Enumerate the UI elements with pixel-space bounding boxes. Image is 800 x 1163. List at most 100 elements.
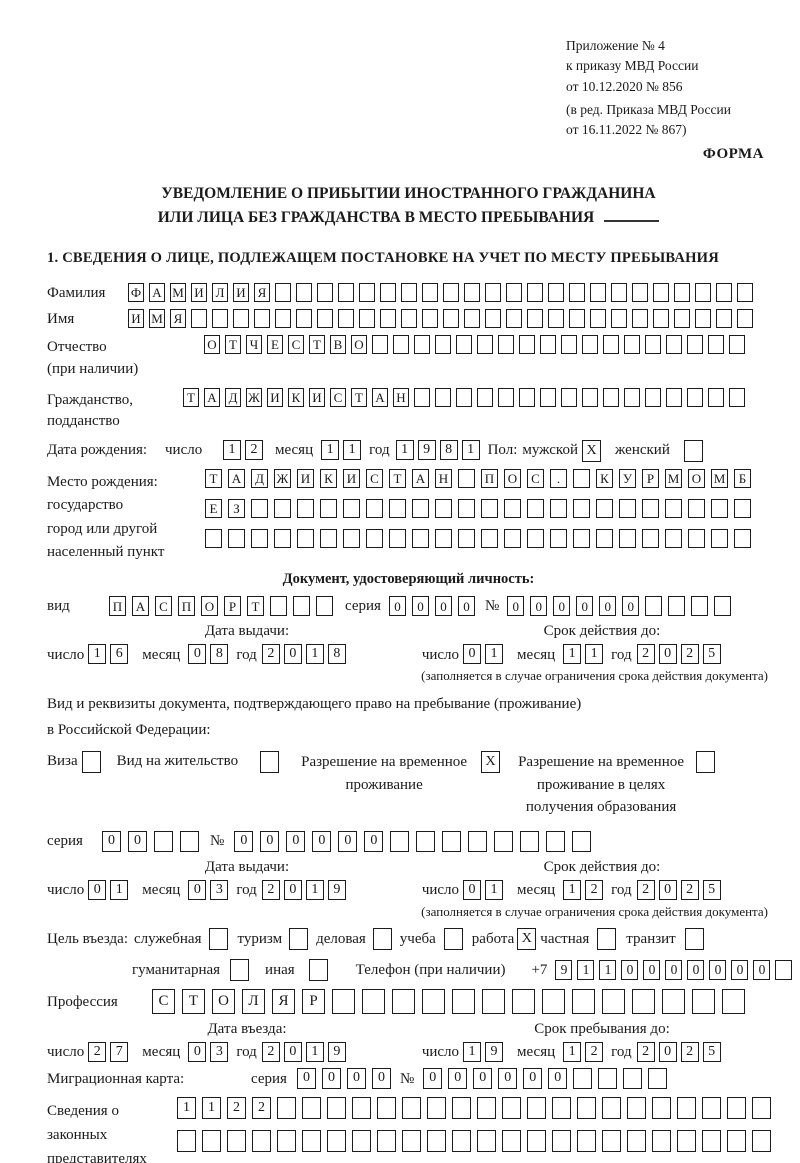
char-cell[interactable] [477, 1129, 496, 1152]
char-cell[interactable]: О [201, 596, 218, 617]
char-cell[interactable]: 0 [463, 644, 482, 665]
char-cell[interactable] [251, 529, 268, 549]
char-cell[interactable] [316, 596, 333, 617]
char-cell[interactable]: Д [225, 387, 241, 407]
char-cell[interactable] [422, 988, 445, 1014]
char-cell[interactable]: 0 [530, 596, 548, 617]
char-cell[interactable] [727, 1129, 746, 1152]
char-cell[interactable] [665, 529, 682, 549]
char-cell[interactable] [494, 830, 514, 852]
char-cell[interactable]: Я [170, 309, 186, 329]
char-cell[interactable]: 9 [327, 1041, 346, 1062]
char-cell[interactable] [377, 1096, 396, 1119]
char-cell[interactable]: 1 [395, 440, 414, 461]
char-cell[interactable]: 1 [563, 879, 582, 900]
char-cell[interactable] [752, 1096, 771, 1119]
char-cell[interactable]: 1 [177, 1096, 196, 1119]
purpose-transit-checkbox[interactable] [684, 927, 704, 950]
char-cell[interactable]: 2 [680, 644, 699, 665]
char-cell[interactable] [389, 499, 406, 519]
char-cell[interactable]: 7 [110, 1041, 129, 1062]
char-cell[interactable]: 1 [305, 1041, 324, 1062]
char-cell[interactable]: Т [389, 469, 406, 489]
char-cell[interactable] [527, 499, 544, 519]
char-cell[interactable]: Т [182, 988, 205, 1014]
char-cell[interactable]: 2 [261, 1041, 280, 1062]
char-cell[interactable] [506, 309, 522, 329]
char-cell[interactable] [277, 1129, 296, 1152]
char-cell[interactable]: 0 [621, 959, 639, 980]
char-cell[interactable]: 0 [312, 830, 332, 852]
char-cell[interactable]: Я [254, 283, 270, 303]
char-cell[interactable] [380, 283, 396, 303]
char-cell[interactable] [729, 335, 745, 355]
char-cell[interactable] [402, 1129, 421, 1152]
female-checkbox[interactable] [683, 440, 703, 463]
char-cell[interactable] [734, 529, 751, 549]
char-cell[interactable]: 0 [283, 879, 302, 900]
char-cell[interactable] [297, 529, 314, 549]
char-cell[interactable] [390, 830, 410, 852]
char-cell[interactable]: 8 [210, 644, 229, 665]
char-cell[interactable] [377, 1129, 396, 1152]
char-cell[interactable] [627, 1129, 646, 1152]
char-cell[interactable]: С [155, 596, 172, 617]
char-cell[interactable] [481, 529, 498, 549]
char-cell[interactable]: 5 [702, 879, 721, 900]
char-cell[interactable]: 2 [636, 1041, 655, 1062]
char-cell[interactable] [251, 499, 268, 519]
char-cell[interactable] [611, 283, 627, 303]
char-cell[interactable] [569, 283, 585, 303]
char-cell[interactable] [652, 1096, 671, 1119]
char-cell[interactable]: Т [225, 335, 241, 355]
char-cell[interactable]: 8 [327, 644, 346, 665]
char-cell[interactable] [653, 309, 669, 329]
char-cell[interactable]: С [366, 469, 383, 489]
char-cell[interactable]: Б [734, 469, 751, 489]
char-cell[interactable] [297, 499, 314, 519]
char-cell[interactable]: 6 [110, 644, 129, 665]
char-cell[interactable] [227, 1129, 246, 1152]
char-cell[interactable] [632, 309, 648, 329]
char-cell[interactable] [619, 499, 636, 519]
char-cell[interactable] [727, 1096, 746, 1119]
char-cell[interactable] [737, 283, 753, 303]
char-cell[interactable] [392, 988, 415, 1014]
char-cell[interactable] [623, 1067, 643, 1089]
char-cell[interactable]: Ч [246, 335, 262, 355]
char-cell[interactable]: У [619, 469, 636, 489]
char-cell[interactable] [666, 387, 682, 407]
char-cell[interactable]: 1 [305, 644, 324, 665]
char-cell[interactable] [435, 529, 452, 549]
char-cell[interactable]: П [109, 596, 126, 617]
char-cell[interactable] [734, 499, 751, 519]
char-cell[interactable]: И [128, 309, 144, 329]
purpose-tourism-checkbox[interactable] [289, 927, 309, 950]
char-cell[interactable]: Т [205, 469, 222, 489]
char-cell[interactable]: 1 [202, 1096, 221, 1119]
char-cell[interactable]: М [170, 283, 186, 303]
char-cell[interactable] [668, 596, 686, 617]
char-cell[interactable] [275, 309, 291, 329]
char-cell[interactable] [687, 387, 703, 407]
char-cell[interactable] [645, 335, 661, 355]
purpose-business-checkbox[interactable] [372, 927, 392, 950]
char-cell[interactable]: 0 [643, 959, 661, 980]
char-cell[interactable] [296, 283, 312, 303]
char-cell[interactable]: 2 [245, 440, 263, 461]
char-cell[interactable] [205, 529, 222, 549]
char-cell[interactable] [548, 309, 564, 329]
purpose-humanitarian-checkbox[interactable] [230, 958, 250, 981]
char-cell[interactable] [711, 529, 728, 549]
char-cell[interactable]: 0 [286, 830, 306, 852]
char-cell[interactable] [653, 283, 669, 303]
char-cell[interactable]: Л [242, 988, 265, 1014]
char-cell[interactable]: 0 [599, 596, 617, 617]
char-cell[interactable] [502, 1096, 521, 1119]
char-cell[interactable] [402, 1096, 421, 1119]
char-cell[interactable] [716, 309, 732, 329]
char-cell[interactable] [573, 529, 590, 549]
char-cell[interactable]: И [191, 283, 207, 303]
char-cell[interactable] [302, 1129, 321, 1152]
char-cell[interactable] [632, 283, 648, 303]
